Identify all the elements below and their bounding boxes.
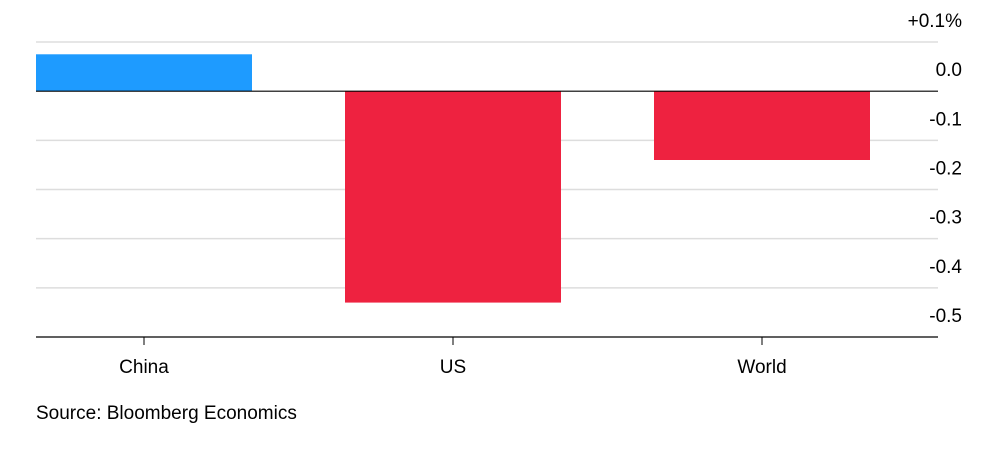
y-tick-label: -0.4: [929, 257, 962, 278]
bar: [654, 91, 870, 160]
x-tick-label: China: [119, 357, 169, 378]
bar: [36, 54, 252, 92]
x-tick-label: US: [440, 357, 466, 378]
y-tick-label: -0.5: [929, 306, 962, 327]
y-tick-label: 0.0: [936, 60, 962, 81]
y-tick-label: -0.3: [929, 208, 962, 229]
y-tick-label: -0.2: [929, 159, 962, 180]
x-tick-label: World: [737, 357, 786, 378]
source-note: Source: Bloomberg Economics: [36, 403, 297, 424]
y-tick-label: -0.1: [929, 109, 962, 130]
bar: [345, 91, 561, 303]
y-tick-label: +0.1%: [908, 11, 963, 32]
